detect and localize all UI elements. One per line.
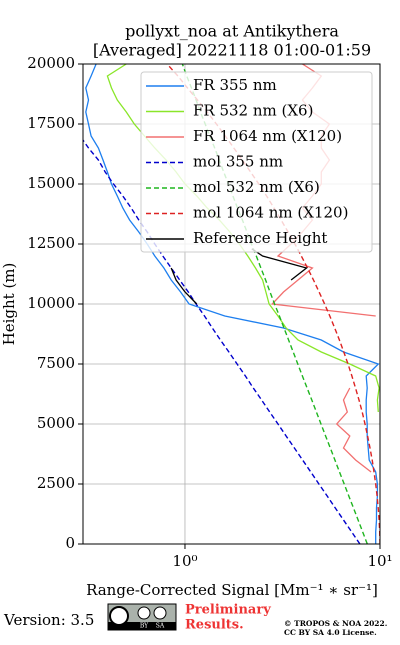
legend-label: FR 355 nm [193, 76, 277, 94]
y-tick-label: 17500 [27, 114, 75, 132]
legend-label: mol 532 nm (X6) [193, 178, 320, 196]
y-tick-label: 20000 [27, 54, 75, 72]
copyright: CC BY SA 4.0 License. [284, 628, 377, 637]
copyright: © TROPOS & NOA 2022. [284, 619, 387, 628]
y-tick-label: 0 [65, 534, 75, 552]
chart-title: pollyxt_noa at Antikythera [125, 22, 339, 41]
legend-label: Reference Height [193, 229, 327, 247]
y-tick-label: 15000 [27, 174, 75, 192]
profile-line [83, 138, 361, 544]
legend-label: FR 1064 nm (X120) [193, 127, 342, 145]
legend-label: FR 532 nm (X6) [193, 102, 313, 120]
x-tick-label: 10¹ [367, 552, 392, 570]
y-tick-label: 10000 [27, 294, 75, 312]
legend-box [140, 71, 373, 253]
profile-line [85, 64, 380, 544]
y-axis-label: Height (m) [0, 263, 18, 346]
license-badge: BY SA [107, 603, 177, 631]
notice: Preliminary [185, 603, 271, 618]
legend-label: mol 355 nm [193, 153, 283, 171]
x-axis-label: Range-Corrected Signal [Mm⁻¹ ∗ sr⁻¹] [86, 581, 378, 599]
version: Version: 3.5 [3, 611, 94, 629]
y-tick-label: 5000 [37, 414, 75, 432]
y-tick-label: 7500 [37, 354, 75, 372]
badge-by: BY [140, 623, 149, 630]
legend-label: mol 1064 nm (X120) [193, 204, 348, 222]
y-tick-label: 12500 [27, 234, 75, 252]
y-tick-label: 2500 [37, 474, 75, 492]
chart-subtitle: [Averaged] 20221118 01:00-01:59 [93, 41, 371, 60]
x-tick-label: 10⁰ [172, 552, 197, 570]
legend: FR 355 nm FR 532 nm (X6) FR 1064 nm (X120)… [146, 76, 348, 247]
notice: Results. [185, 618, 244, 633]
badge-sa: SA [156, 623, 165, 630]
